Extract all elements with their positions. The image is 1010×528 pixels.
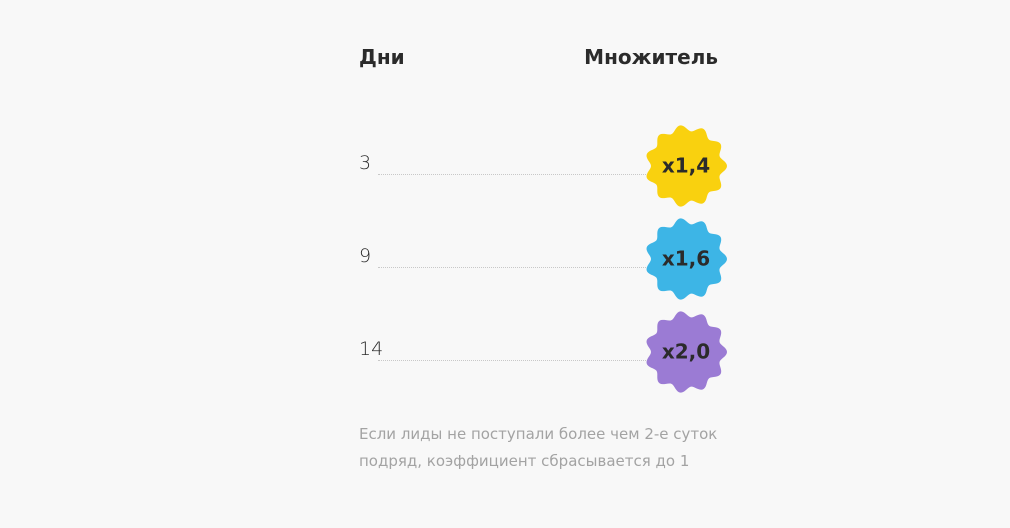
row-days: 3 bbox=[359, 152, 372, 174]
row-multiplier: x1,6 bbox=[662, 247, 710, 271]
note-line: подряд, коэффициент сбрасывается до 1 bbox=[359, 452, 690, 470]
days-header: Дни bbox=[359, 45, 405, 69]
dotted-leader bbox=[378, 360, 646, 361]
badge bbox=[646, 311, 727, 393]
badge bbox=[646, 125, 727, 207]
multiplier-header: Множитель bbox=[584, 45, 718, 69]
dotted-leader bbox=[378, 174, 646, 175]
row-multiplier: x2,0 bbox=[662, 340, 710, 364]
row-days: 9 bbox=[359, 245, 372, 267]
row-multiplier: x1,4 bbox=[662, 154, 710, 178]
row-days: 14 bbox=[359, 338, 384, 360]
dotted-leader bbox=[378, 267, 646, 268]
badge bbox=[646, 218, 727, 300]
note-line: Если лиды не поступали более чем 2-е сут… bbox=[359, 425, 718, 443]
